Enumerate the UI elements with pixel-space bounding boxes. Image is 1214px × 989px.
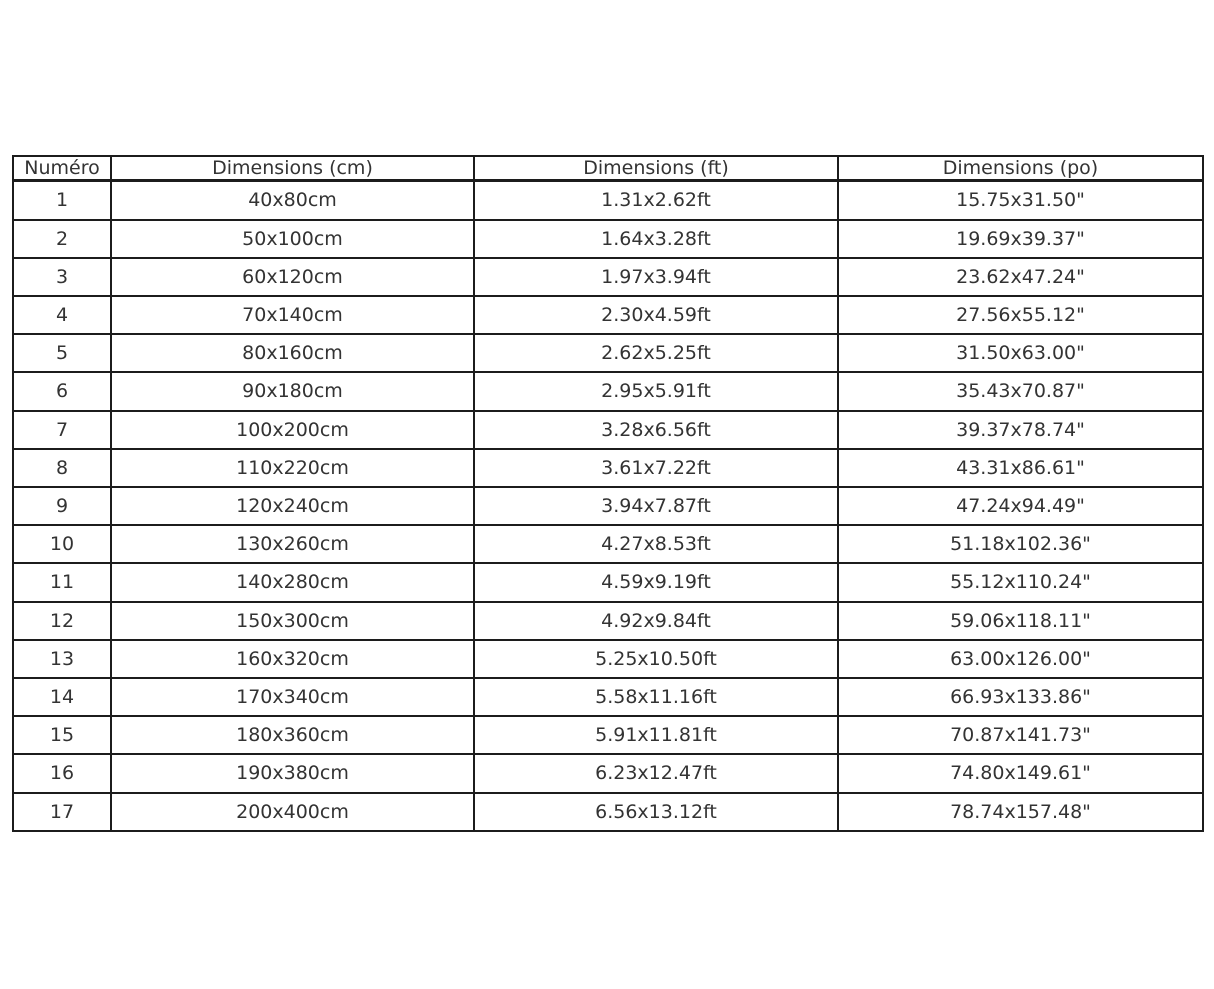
cell-numero: 15 <box>12 715 112 756</box>
cell-dimensions-ft: 3.28x6.56ft <box>473 409 839 450</box>
cell-dimensions-po: 27.56x55.12" <box>837 294 1204 336</box>
cell-dimensions-cm: 50x100cm <box>110 218 475 259</box>
cell-dimensions-ft: 3.61x7.22ft <box>473 447 839 488</box>
cell-dimensions-cm: 190x380cm <box>110 753 475 794</box>
cell-dimensions-po: 74.80x149.61" <box>837 753 1204 794</box>
cell-dimensions-cm: 160x320cm <box>110 638 475 679</box>
cell-dimensions-po: 15.75x31.50" <box>837 179 1204 221</box>
cell-numero: 13 <box>12 638 112 679</box>
cell-numero: 16 <box>12 753 112 794</box>
cell-dimensions-ft: 6.56x13.12ft <box>473 791 839 833</box>
table-body: 1 40x80cm 1.31x2.62ft 15.75x31.50" 2 50x100cm… <box>12 179 1204 833</box>
cell-dimensions-ft: 4.59x9.19ft <box>473 562 839 603</box>
cell-dimensions-cm: 80x160cm <box>110 333 475 374</box>
cell-dimensions-ft: 1.31x2.62ft <box>473 179 839 221</box>
cell-numero: 3 <box>12 256 112 297</box>
cell-dimensions-po: 35.43x70.87" <box>837 371 1204 412</box>
cell-dimensions-po: 23.62x47.24" <box>837 256 1204 297</box>
cell-dimensions-cm: 120x240cm <box>110 485 475 527</box>
cell-dimensions-cm: 150x300cm <box>110 600 475 641</box>
cell-dimensions-po: 63.00x126.00" <box>837 638 1204 679</box>
cell-numero: 4 <box>12 294 112 336</box>
cell-dimensions-po: 51.18x102.36" <box>837 524 1204 565</box>
cell-numero: 14 <box>12 676 112 718</box>
table-row: 2 50x100cm 1.64x3.28ft 19.69x39.37" <box>12 218 1204 259</box>
cell-dimensions-cm: 100x200cm <box>110 409 475 450</box>
cell-dimensions-ft: 5.25x10.50ft <box>473 638 839 679</box>
cell-dimensions-cm: 140x280cm <box>110 562 475 603</box>
table-row: 4 70x140cm 2.30x4.59ft 27.56x55.12" <box>12 294 1204 336</box>
column-header-dimensions-ft: Dimensions (ft) <box>473 155 839 182</box>
table-row: 17 200x400cm 6.56x13.12ft 78.74x157.48" <box>12 791 1204 833</box>
table-row: 8 110x220cm 3.61x7.22ft 43.31x86.61" <box>12 447 1204 488</box>
cell-numero: 9 <box>12 485 112 527</box>
cell-dimensions-ft: 1.64x3.28ft <box>473 218 839 259</box>
cell-numero: 10 <box>12 524 112 565</box>
table-row: 3 60x120cm 1.97x3.94ft 23.62x47.24" <box>12 256 1204 297</box>
cell-dimensions-po: 66.93x133.86" <box>837 676 1204 718</box>
table-row: 14 170x340cm 5.58x11.16ft 66.93x133.86" <box>12 676 1204 718</box>
table-row: 7 100x200cm 3.28x6.56ft 39.37x78.74" <box>12 409 1204 450</box>
cell-dimensions-cm: 40x80cm <box>110 179 475 221</box>
cell-dimensions-po: 59.06x118.11" <box>837 600 1204 641</box>
cell-dimensions-ft: 4.92x9.84ft <box>473 600 839 641</box>
cell-numero: 8 <box>12 447 112 488</box>
cell-numero: 2 <box>12 218 112 259</box>
cell-dimensions-cm: 200x400cm <box>110 791 475 833</box>
table-row: 5 80x160cm 2.62x5.25ft 31.50x63.00" <box>12 333 1204 374</box>
cell-dimensions-cm: 180x360cm <box>110 715 475 756</box>
table-row: 13 160x320cm 5.25x10.50ft 63.00x126.00" <box>12 638 1204 679</box>
cell-dimensions-ft: 3.94x7.87ft <box>473 485 839 527</box>
dimensions-conversion-table: Numéro Dimensions (cm) Dimensions (ft) D… <box>12 155 1204 833</box>
cell-numero: 12 <box>12 600 112 641</box>
dimensions-table-container: Numéro Dimensions (cm) Dimensions (ft) D… <box>12 155 1204 833</box>
cell-dimensions-cm: 90x180cm <box>110 371 475 412</box>
cell-numero: 17 <box>12 791 112 833</box>
cell-dimensions-ft: 5.58x11.16ft <box>473 676 839 718</box>
cell-dimensions-ft: 2.30x4.59ft <box>473 294 839 336</box>
column-header-dimensions-cm: Dimensions (cm) <box>110 155 475 182</box>
cell-dimensions-po: 39.37x78.74" <box>837 409 1204 450</box>
cell-numero: 7 <box>12 409 112 450</box>
cell-dimensions-ft: 2.95x5.91ft <box>473 371 839 412</box>
column-header-dimensions-po: Dimensions (po) <box>837 155 1204 182</box>
cell-dimensions-cm: 110x220cm <box>110 447 475 488</box>
column-header-numero: Numéro <box>12 155 112 182</box>
table-row: 11 140x280cm 4.59x9.19ft 55.12x110.24" <box>12 562 1204 603</box>
cell-dimensions-po: 78.74x157.48" <box>837 791 1204 833</box>
cell-dimensions-ft: 6.23x12.47ft <box>473 753 839 794</box>
cell-dimensions-cm: 130x260cm <box>110 524 475 565</box>
cell-numero: 11 <box>12 562 112 603</box>
cell-numero: 6 <box>12 371 112 412</box>
cell-dimensions-po: 47.24x94.49" <box>837 485 1204 527</box>
cell-numero: 1 <box>12 179 112 221</box>
table-row: 9 120x240cm 3.94x7.87ft 47.24x94.49" <box>12 485 1204 527</box>
cell-dimensions-ft: 4.27x8.53ft <box>473 524 839 565</box>
cell-dimensions-po: 19.69x39.37" <box>837 218 1204 259</box>
table-row: 15 180x360cm 5.91x11.81ft 70.87x141.73" <box>12 715 1204 756</box>
cell-dimensions-cm: 70x140cm <box>110 294 475 336</box>
table-row: 16 190x380cm 6.23x12.47ft 74.80x149.61" <box>12 753 1204 794</box>
table-row: 1 40x80cm 1.31x2.62ft 15.75x31.50" <box>12 179 1204 221</box>
table-row: 12 150x300cm 4.92x9.84ft 59.06x118.11" <box>12 600 1204 641</box>
cell-dimensions-po: 43.31x86.61" <box>837 447 1204 488</box>
header-row: Numéro Dimensions (cm) Dimensions (ft) D… <box>12 155 1204 182</box>
table-row: 6 90x180cm 2.95x5.91ft 35.43x70.87" <box>12 371 1204 412</box>
cell-dimensions-po: 55.12x110.24" <box>837 562 1204 603</box>
cell-numero: 5 <box>12 333 112 374</box>
cell-dimensions-ft: 1.97x3.94ft <box>473 256 839 297</box>
cell-dimensions-cm: 170x340cm <box>110 676 475 718</box>
table-row: 10 130x260cm 4.27x8.53ft 51.18x102.36" <box>12 524 1204 565</box>
cell-dimensions-ft: 5.91x11.81ft <box>473 715 839 756</box>
cell-dimensions-po: 70.87x141.73" <box>837 715 1204 756</box>
cell-dimensions-ft: 2.62x5.25ft <box>473 333 839 374</box>
cell-dimensions-cm: 60x120cm <box>110 256 475 297</box>
cell-dimensions-po: 31.50x63.00" <box>837 333 1204 374</box>
